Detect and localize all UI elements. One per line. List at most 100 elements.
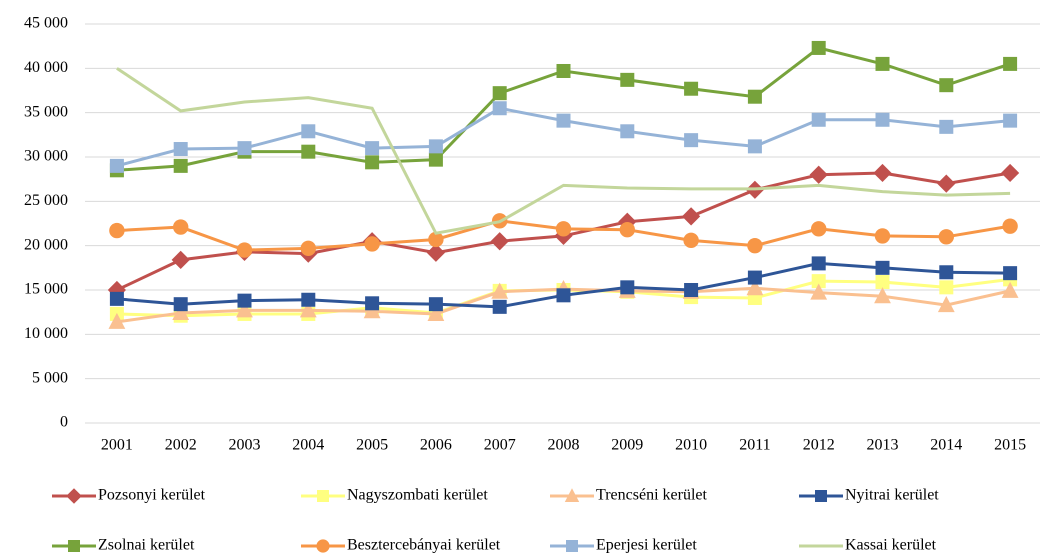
marker <box>316 539 330 553</box>
marker <box>427 304 445 321</box>
legend-label: Nyitrai kerület <box>845 487 939 504</box>
marker <box>555 221 572 237</box>
marker <box>620 124 635 139</box>
legend-label: Zsolnai kerület <box>98 537 195 553</box>
marker <box>874 287 891 304</box>
y-tick-label: 30 000 <box>24 148 68 165</box>
marker <box>428 139 443 154</box>
legend-label: Kassai kerület <box>845 537 937 553</box>
marker <box>428 231 444 248</box>
marker <box>810 283 828 300</box>
marker <box>1002 218 1018 234</box>
marker <box>1003 266 1018 281</box>
marker <box>620 280 635 295</box>
y-tick-label: 25 000 <box>24 192 68 209</box>
marker <box>939 280 954 295</box>
marker <box>237 293 252 308</box>
marker <box>109 291 124 306</box>
marker <box>811 112 826 127</box>
marker <box>938 229 954 245</box>
marker <box>299 301 317 318</box>
marker <box>566 540 578 552</box>
marker <box>1001 163 1020 183</box>
marker <box>939 119 954 134</box>
marker <box>939 265 954 280</box>
y-tick-label: 10 000 <box>24 325 68 342</box>
marker <box>815 490 827 502</box>
marker <box>939 78 954 93</box>
marker <box>365 296 380 311</box>
marker <box>364 236 380 252</box>
marker <box>937 295 955 313</box>
marker <box>172 303 190 321</box>
marker <box>428 152 443 167</box>
x-tick-label: 2014 <box>930 437 962 454</box>
marker <box>683 232 699 249</box>
x-tick-label: 2013 <box>867 437 899 454</box>
marker <box>556 113 571 128</box>
marker <box>68 540 80 552</box>
y-tick-label: 0 <box>60 414 68 431</box>
marker <box>317 490 329 502</box>
marker <box>426 243 445 262</box>
marker <box>811 40 826 55</box>
marker <box>1001 281 1019 298</box>
y-tick-label: 15 000 <box>24 281 68 298</box>
x-tick-label: 2007 <box>484 437 516 454</box>
legend-label: Trencséni kerület <box>596 487 707 504</box>
marker <box>365 141 380 156</box>
legend-label: Nagyszombati kerület <box>347 487 488 504</box>
marker <box>173 142 188 157</box>
marker <box>173 158 188 173</box>
marker <box>875 275 890 290</box>
marker <box>1003 56 1018 71</box>
x-tick-label: 2010 <box>675 437 707 454</box>
marker <box>684 133 699 148</box>
marker <box>301 144 316 159</box>
x-tick-label: 2002 <box>165 437 197 454</box>
marker <box>619 222 635 238</box>
marker <box>684 81 699 96</box>
legend-label: Besztercebányai kerület <box>347 537 501 553</box>
marker <box>108 312 126 329</box>
marker <box>173 219 189 235</box>
marker <box>173 297 188 312</box>
marker <box>492 101 507 116</box>
legend-label: Eperjesi kerület <box>596 537 697 553</box>
marker <box>109 222 125 239</box>
marker <box>236 242 253 258</box>
marker <box>237 141 252 156</box>
marker <box>365 155 380 170</box>
y-tick-label: 5 000 <box>32 369 68 386</box>
marker <box>300 240 316 257</box>
marker <box>874 228 891 244</box>
marker <box>809 165 828 184</box>
marker <box>556 63 571 78</box>
x-tick-label: 2001 <box>101 437 133 454</box>
marker <box>564 488 580 502</box>
marker <box>301 292 316 307</box>
x-tick-label: 2015 <box>994 437 1026 454</box>
x-tick-label: 2006 <box>420 437 452 454</box>
marker <box>937 174 956 193</box>
marker <box>66 488 82 504</box>
marker <box>875 260 890 275</box>
marker <box>236 301 253 318</box>
marker <box>171 250 190 269</box>
marker <box>556 288 571 303</box>
marker <box>811 221 827 237</box>
marker <box>873 163 892 183</box>
marker <box>747 139 762 154</box>
marker <box>811 256 826 271</box>
marker <box>746 279 764 296</box>
x-tick-label: 2011 <box>739 437 770 454</box>
x-tick-label: 2008 <box>548 437 580 454</box>
legend-label: Pozsonyi kerület <box>98 487 206 504</box>
y-tick-label: 45 000 <box>24 15 68 32</box>
marker <box>747 270 762 285</box>
marker <box>747 237 763 254</box>
marker <box>490 232 509 251</box>
marker <box>620 72 635 87</box>
x-tick-label: 2004 <box>292 437 324 454</box>
